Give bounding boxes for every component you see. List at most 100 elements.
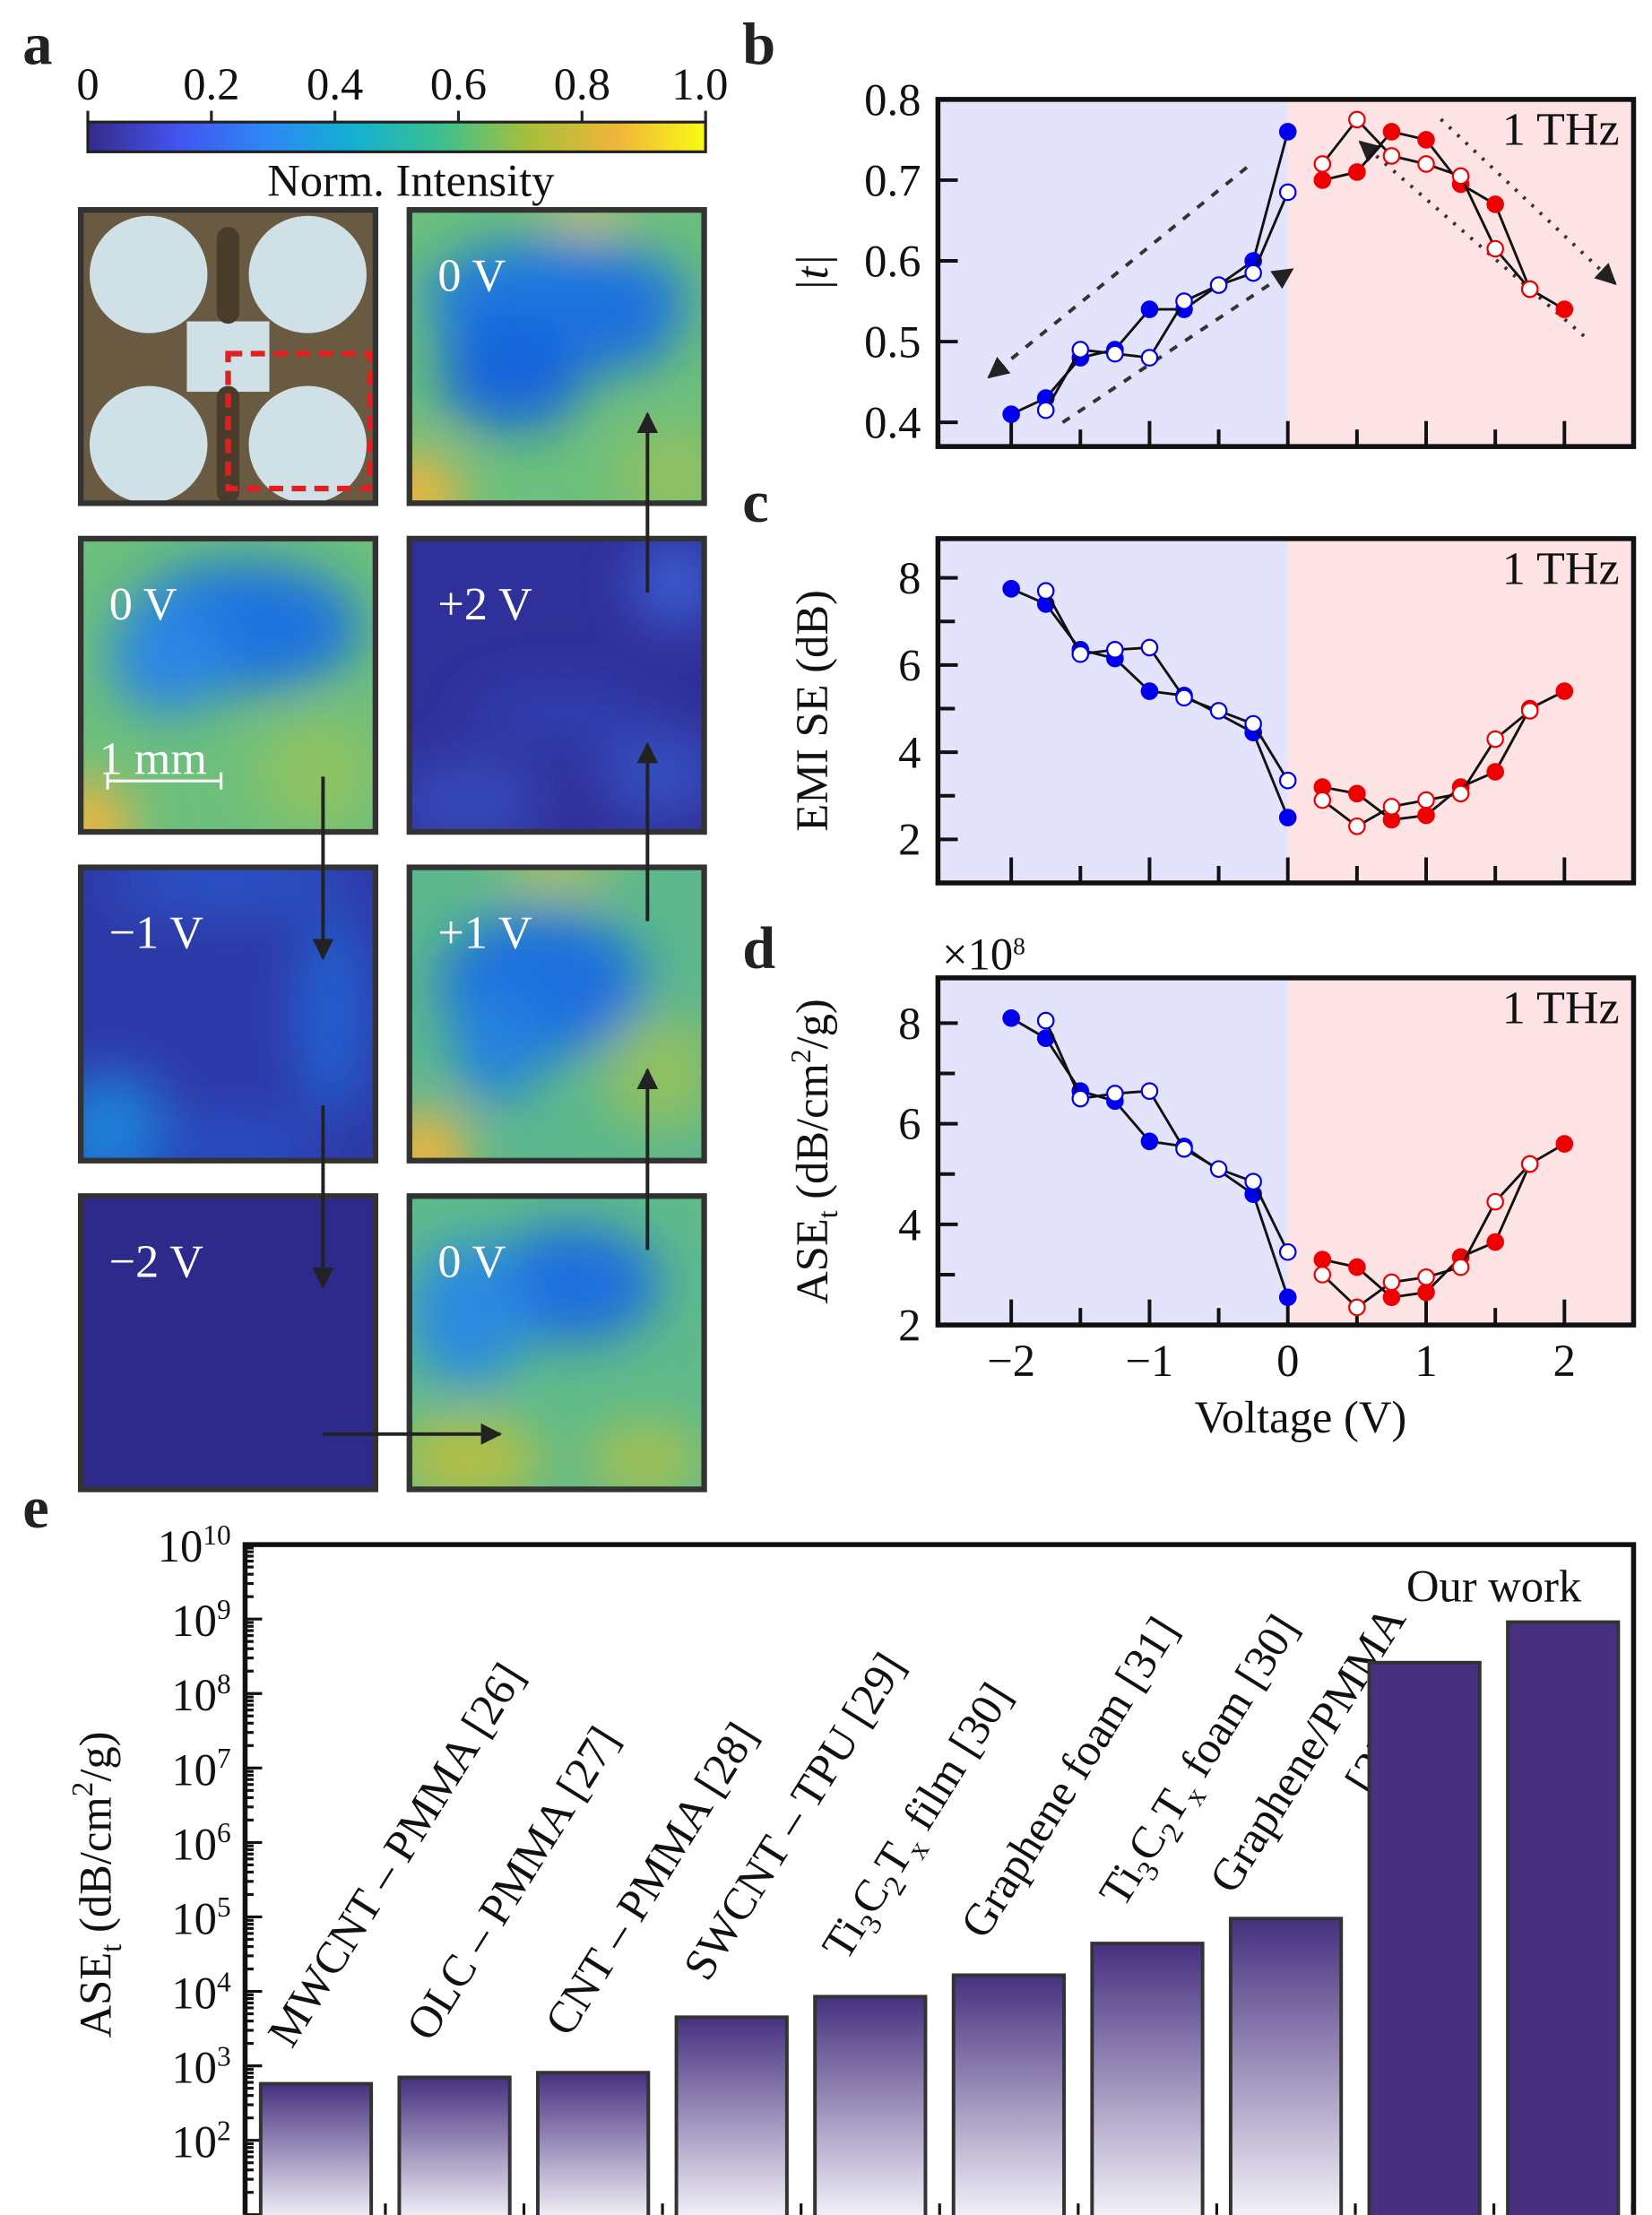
text-segment: (dB/cm: [70, 1796, 120, 1943]
data-point: [1451, 167, 1470, 186]
data-point: [1348, 817, 1366, 835]
tile-content: [409, 1196, 705, 1490]
intensity-blob: [497, 867, 616, 886]
data-point: [1313, 791, 1332, 809]
x-tick-label: −2: [987, 1336, 1035, 1386]
superscript: 10: [203, 1519, 230, 1551]
data-point: [1106, 344, 1124, 363]
y-axis-label: ASEt​ (dB/cm2​/g): [785, 999, 843, 1303]
voltage-label: −2 V: [109, 1236, 204, 1287]
superscript: 5: [217, 1891, 231, 1923]
intensity-blob: [110, 867, 346, 912]
superscript: 7: [217, 1743, 231, 1774]
data-point: [1106, 1085, 1124, 1103]
data-point: [1451, 1258, 1470, 1276]
intensity-blob: [409, 1240, 528, 1387]
data-point: [1140, 1082, 1159, 1100]
negative-voltage-region: [938, 538, 1288, 883]
data-point: [1002, 1008, 1020, 1027]
y-tick-label: 6: [898, 640, 921, 690]
y-tick-label: 104​: [171, 1966, 231, 2018]
scale-bar-label: 1 mm: [99, 733, 207, 784]
intensity-map: −1 V: [77, 864, 379, 1164]
map-features: [409, 1225, 705, 1490]
highlight-box: [225, 350, 373, 492]
bar-category-label: MWCNT – PMMA [26]: [257, 1654, 533, 2055]
data-point: [1382, 1273, 1401, 1292]
data-point: [1520, 1155, 1539, 1173]
map-features: [409, 538, 705, 833]
panel-label-c: c: [742, 470, 768, 535]
intensity-blob: [586, 1424, 705, 1490]
data-point: [1002, 579, 1020, 598]
data-point: [1382, 1288, 1401, 1307]
voltage-label: −1 V: [109, 908, 204, 959]
superscript: 9: [217, 1594, 231, 1625]
voltage-label: +1 V: [437, 908, 532, 959]
data-point: [1555, 682, 1574, 700]
superscript: 8: [217, 1668, 231, 1700]
data-point: [1313, 171, 1332, 189]
map-features: [81, 562, 376, 833]
y-tick-label: 6: [898, 1099, 921, 1149]
data-point: [1520, 702, 1539, 720]
y-tick-label: 103​: [171, 2040, 230, 2092]
bar: [397, 2075, 512, 2215]
superscript: 8: [1013, 933, 1025, 960]
data-point: [1486, 763, 1504, 781]
data-point: [1348, 163, 1366, 181]
tile-content: [409, 538, 705, 833]
x-tick-label: 2: [1553, 1336, 1576, 1386]
voltage-label: +2 V: [437, 579, 532, 630]
intensity-blob: [454, 984, 542, 1103]
text-segment: 10: [171, 1819, 217, 1869]
intensity-map: +1 V: [406, 864, 707, 1164]
y-tick-label: 0.6: [864, 236, 921, 286]
text-segment: 10: [171, 1596, 217, 1646]
text-segment: (dB/cm: [787, 1063, 837, 1210]
tile-frame: [406, 207, 707, 506]
negative-voltage-region: [938, 977, 1288, 1326]
y-tick-label: 4: [898, 728, 921, 778]
data-point: [1417, 155, 1435, 173]
data-point: [1140, 1132, 1159, 1151]
x-tick-label: −1: [1126, 1336, 1174, 1386]
our-work-label: Our work: [1406, 1561, 1582, 1611]
data-point: [1140, 349, 1159, 367]
y-tick-label: 2: [898, 815, 921, 865]
data-point: [1106, 641, 1124, 659]
data-point: [1140, 300, 1159, 318]
colorbar-tick-label: 0.8: [554, 59, 610, 109]
superscript: 2: [66, 1782, 99, 1797]
data-point: [1209, 702, 1228, 720]
data-point: [1382, 147, 1401, 165]
series-line: [1010, 1017, 1290, 1298]
tile-content: [409, 867, 705, 1161]
plot-panel-c: 2 4 6 8 1 THz EMI SE (dB): [787, 536, 1637, 886]
intensity-map: 0 V: [406, 207, 707, 506]
tile-frame: [77, 535, 379, 835]
voltage-label: 0 V: [109, 579, 177, 630]
bar: [951, 1973, 1067, 2215]
text-segment: 10: [171, 1968, 217, 2019]
superscript: 3: [217, 2040, 231, 2072]
y-tick-label: 8: [898, 999, 921, 1049]
bar-chart: 102​ 103​ 104​ 105​ 106​ 107​ 108​ 109​ 1010​ MWC…: [66, 1519, 1637, 2215]
y-tick-label: 1010​: [158, 1519, 231, 1571]
data-point: [1486, 730, 1504, 748]
data-point: [1451, 784, 1470, 803]
clover-lobe: [89, 385, 208, 504]
map-features: [81, 867, 368, 1161]
plot-frame: [935, 536, 1637, 886]
map-features: [409, 210, 705, 504]
y-tick-label: 107​: [171, 1743, 230, 1795]
bar: [1367, 1660, 1482, 2215]
panel-label-d: d: [742, 916, 775, 982]
voltage-label: 0 V: [437, 1236, 506, 1287]
data-point: [1209, 276, 1228, 294]
bar: [674, 2015, 789, 2215]
tile-content: [81, 538, 376, 833]
data-point: [1313, 155, 1332, 173]
x-axis-label: Voltage (V): [1195, 1392, 1406, 1442]
plot-frame: [935, 975, 1637, 1328]
